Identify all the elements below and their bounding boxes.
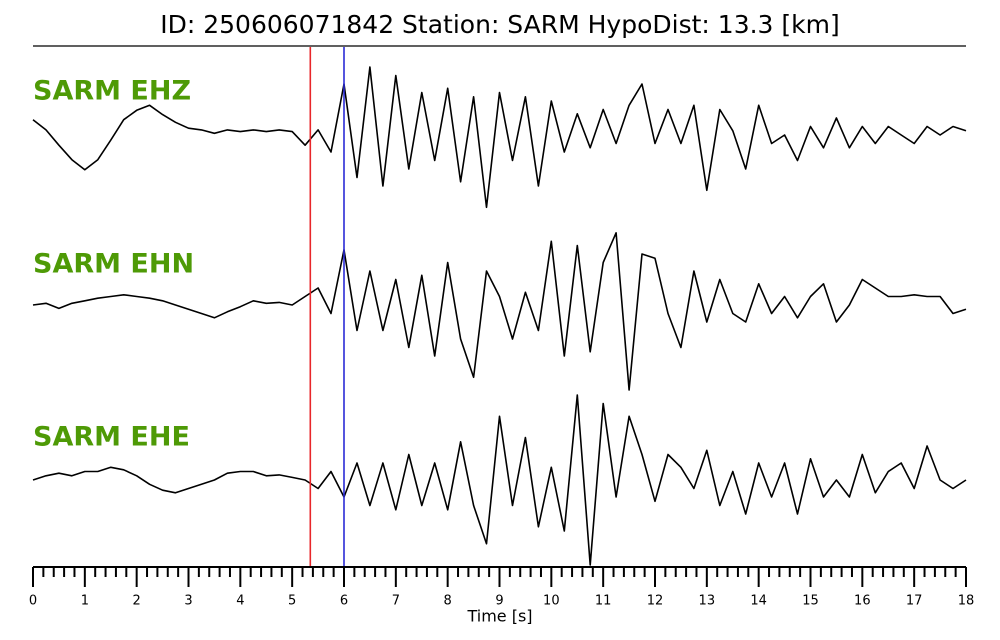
- x-tick-label: 4: [236, 594, 244, 609]
- x-tick-label: 11: [595, 594, 612, 609]
- x-tick-label: 1: [81, 594, 89, 609]
- x-tick-label: 0: [29, 594, 37, 609]
- x-tick-label: 13: [699, 594, 716, 609]
- trace-label: SARM EHE: [33, 422, 190, 453]
- x-tick-label: 2: [133, 594, 141, 609]
- x-tick-label: 16: [854, 594, 871, 609]
- x-axis-label: Time [s]: [466, 607, 532, 626]
- trace-label: SARM EHZ: [33, 76, 191, 107]
- x-tick-label: 8: [444, 594, 452, 609]
- title: ID: 250606071842 Station: SARM HypoDist:…: [160, 10, 839, 39]
- trace: [32, 66, 967, 209]
- x-tick-label: 17: [906, 594, 923, 609]
- x-tick-label: 14: [750, 594, 767, 609]
- x-tick-label: 12: [647, 594, 664, 609]
- x-tick-label: 6: [340, 594, 348, 609]
- x-tick-label: 3: [184, 594, 192, 609]
- x-tick-label: 18: [958, 594, 975, 609]
- x-tick-label: 15: [802, 594, 819, 609]
- x-tick-label: 5: [288, 594, 296, 609]
- x-tick-label: 10: [543, 594, 560, 609]
- x-tick-label: 7: [392, 594, 400, 609]
- trace-label: SARM EHN: [33, 249, 194, 280]
- x-tick-label: 9: [495, 594, 503, 609]
- trace: [32, 394, 967, 566]
- trace: [32, 232, 967, 391]
